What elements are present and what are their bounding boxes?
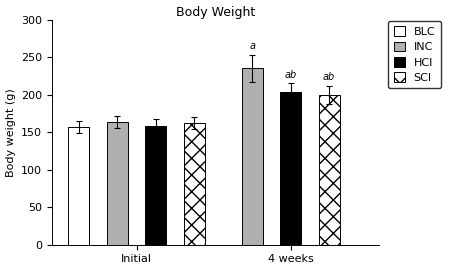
Title: Body Weight: Body Weight: [176, 6, 255, 19]
Bar: [68, 127, 90, 245]
Bar: [242, 69, 263, 245]
Bar: [107, 123, 128, 245]
Text: ab: ab: [323, 72, 335, 82]
Bar: [184, 123, 205, 245]
Text: a: a: [249, 41, 255, 51]
Legend: BLC, INC, HCI, SCI: BLC, INC, HCI, SCI: [388, 21, 441, 88]
Text: ab: ab: [284, 70, 297, 80]
Bar: [319, 95, 340, 245]
Bar: [280, 92, 301, 245]
Bar: [146, 126, 166, 245]
Y-axis label: Body weight (g): Body weight (g): [6, 88, 16, 177]
